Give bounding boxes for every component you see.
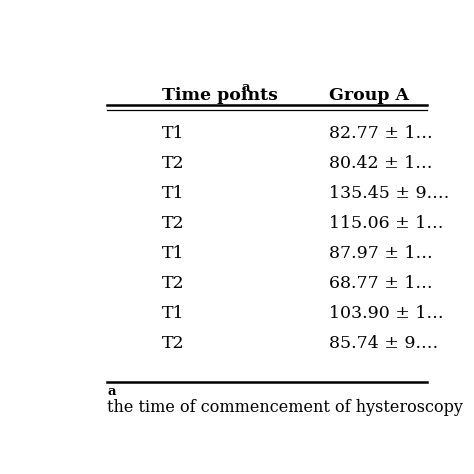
Text: T2: T2: [162, 215, 185, 232]
Text: 115.06 ± 1…: 115.06 ± 1…: [329, 215, 444, 232]
Text: 87.97 ± 1…: 87.97 ± 1…: [329, 245, 433, 262]
Text: Group A: Group A: [329, 87, 409, 104]
Text: T1: T1: [162, 245, 184, 262]
Text: 85.74 ± 9.…: 85.74 ± 9.…: [329, 335, 438, 352]
Text: a: a: [107, 385, 116, 398]
Text: T1: T1: [162, 185, 184, 202]
Text: 103.90 ± 1…: 103.90 ± 1…: [329, 305, 444, 321]
Text: a: a: [241, 81, 250, 94]
Text: T1: T1: [162, 305, 184, 321]
Text: the time of commencement of hysteroscopy: the time of commencement of hysteroscopy: [107, 400, 463, 417]
Text: T2: T2: [162, 274, 185, 292]
Text: T2: T2: [162, 335, 185, 352]
Text: Time points: Time points: [162, 87, 278, 104]
Text: 80.42 ± 1…: 80.42 ± 1…: [329, 155, 433, 172]
Text: T2: T2: [162, 155, 185, 172]
Text: 82.77 ± 1…: 82.77 ± 1…: [329, 125, 433, 142]
Text: 135.45 ± 9.…: 135.45 ± 9.…: [329, 185, 450, 202]
Text: T1: T1: [162, 125, 184, 142]
Text: 68.77 ± 1…: 68.77 ± 1…: [329, 274, 433, 292]
